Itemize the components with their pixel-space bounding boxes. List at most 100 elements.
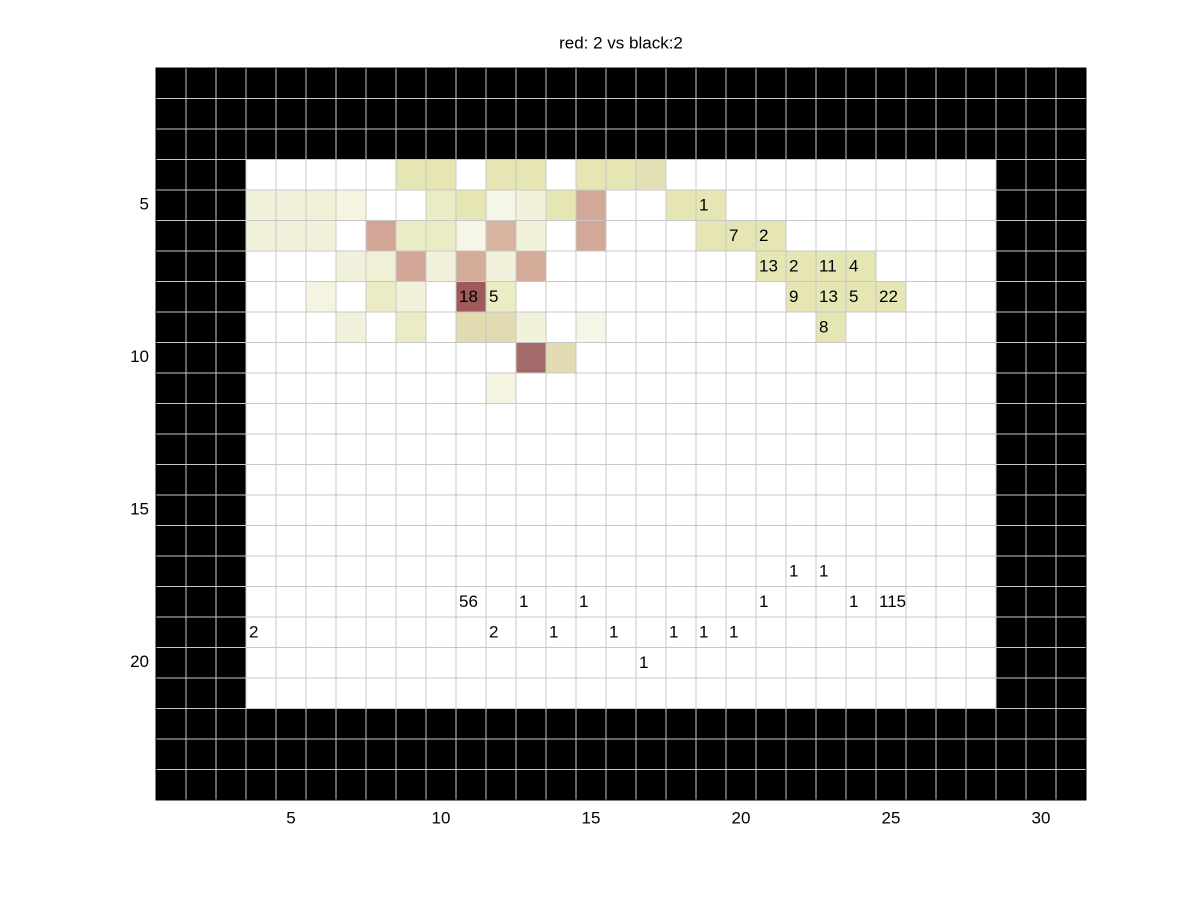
wall-cell (636, 739, 666, 770)
wall-cell (906, 769, 936, 800)
cell-label: 2 (789, 257, 798, 276)
x-tick-label: 15 (582, 808, 601, 827)
wall-cell (786, 769, 816, 800)
wall-cell (186, 312, 216, 343)
wall-cell (306, 68, 336, 99)
wall-cell (276, 98, 306, 129)
wall-cell (546, 708, 576, 739)
wall-cell (216, 586, 246, 617)
wall-cell (1056, 220, 1086, 251)
wall-cell (666, 98, 696, 129)
cell (396, 159, 426, 190)
wall-cell (216, 220, 246, 251)
wall-cell (696, 98, 726, 129)
cell (546, 342, 576, 373)
wall-cell (726, 98, 756, 129)
cell (426, 220, 456, 251)
wall-cell (876, 68, 906, 99)
wall-cell (876, 708, 906, 739)
cell (426, 251, 456, 282)
cell (396, 312, 426, 343)
wall-cell (906, 129, 936, 160)
cell (666, 190, 696, 221)
cell (546, 190, 576, 221)
wall-cell (1026, 312, 1056, 343)
wall-cell (186, 403, 216, 434)
wall-cell (1056, 525, 1086, 556)
wall-cell (816, 739, 846, 770)
wall-cell (1056, 586, 1086, 617)
wall-cell (606, 708, 636, 739)
wall-cell (996, 556, 1026, 587)
cell (426, 159, 456, 190)
wall-cell (1056, 647, 1086, 678)
cell (786, 251, 816, 282)
wall-cell (456, 68, 486, 99)
wall-cell (846, 739, 876, 770)
cell (846, 281, 876, 312)
wall-cell (306, 708, 336, 739)
wall-cell (996, 159, 1026, 190)
wall-cell (216, 281, 246, 312)
wall-cell (1056, 556, 1086, 587)
cell (816, 312, 846, 343)
wall-cell (876, 739, 906, 770)
wall-cell (546, 129, 576, 160)
wall-cell (636, 129, 666, 160)
wall-cell (996, 708, 1026, 739)
wall-cell (726, 68, 756, 99)
wall-cell (156, 98, 186, 129)
wall-cell (936, 769, 966, 800)
wall-cell (996, 769, 1026, 800)
wall-cell (1056, 251, 1086, 282)
cell (696, 190, 726, 221)
cell (576, 190, 606, 221)
wall-cell (186, 190, 216, 221)
wall-cell (276, 708, 306, 739)
wall-cell (1026, 586, 1056, 617)
wall-cell (186, 708, 216, 739)
wall-cell (186, 464, 216, 495)
wall-cell (1056, 403, 1086, 434)
wall-cell (996, 617, 1026, 648)
cell (516, 251, 546, 282)
wall-cell (186, 739, 216, 770)
wall-cell (906, 708, 936, 739)
cell (426, 190, 456, 221)
cell (516, 190, 546, 221)
wall-cell (276, 739, 306, 770)
wall-cell (1056, 708, 1086, 739)
wall-cell (1026, 98, 1056, 129)
wall-cell (306, 98, 336, 129)
wall-cell (1056, 98, 1086, 129)
cell-label: 1 (759, 592, 768, 611)
wall-cell (216, 464, 246, 495)
wall-cell (366, 769, 396, 800)
cell (816, 251, 846, 282)
wall-cell (906, 739, 936, 770)
wall-cell (306, 129, 336, 160)
wall-cell (846, 98, 876, 129)
cell (486, 190, 516, 221)
cell (696, 220, 726, 251)
chart-title: red: 2 vs black:2 (559, 33, 683, 52)
cell (816, 281, 846, 312)
wall-cell (996, 739, 1026, 770)
wall-cell (216, 373, 246, 404)
wall-cell (216, 129, 246, 160)
cell (366, 220, 396, 251)
wall-cell (396, 708, 426, 739)
wall-cell (486, 68, 516, 99)
cell-label: 1 (639, 653, 648, 672)
wall-cell (846, 769, 876, 800)
cell-label: 1 (669, 623, 678, 642)
wall-cell (156, 556, 186, 587)
wall-cell (996, 98, 1026, 129)
wall-cell (186, 129, 216, 160)
wall-cell (1026, 708, 1056, 739)
wall-cell (516, 68, 546, 99)
wall-cell (156, 373, 186, 404)
wall-cell (1026, 464, 1056, 495)
wall-cell (996, 190, 1026, 221)
cell (456, 251, 486, 282)
